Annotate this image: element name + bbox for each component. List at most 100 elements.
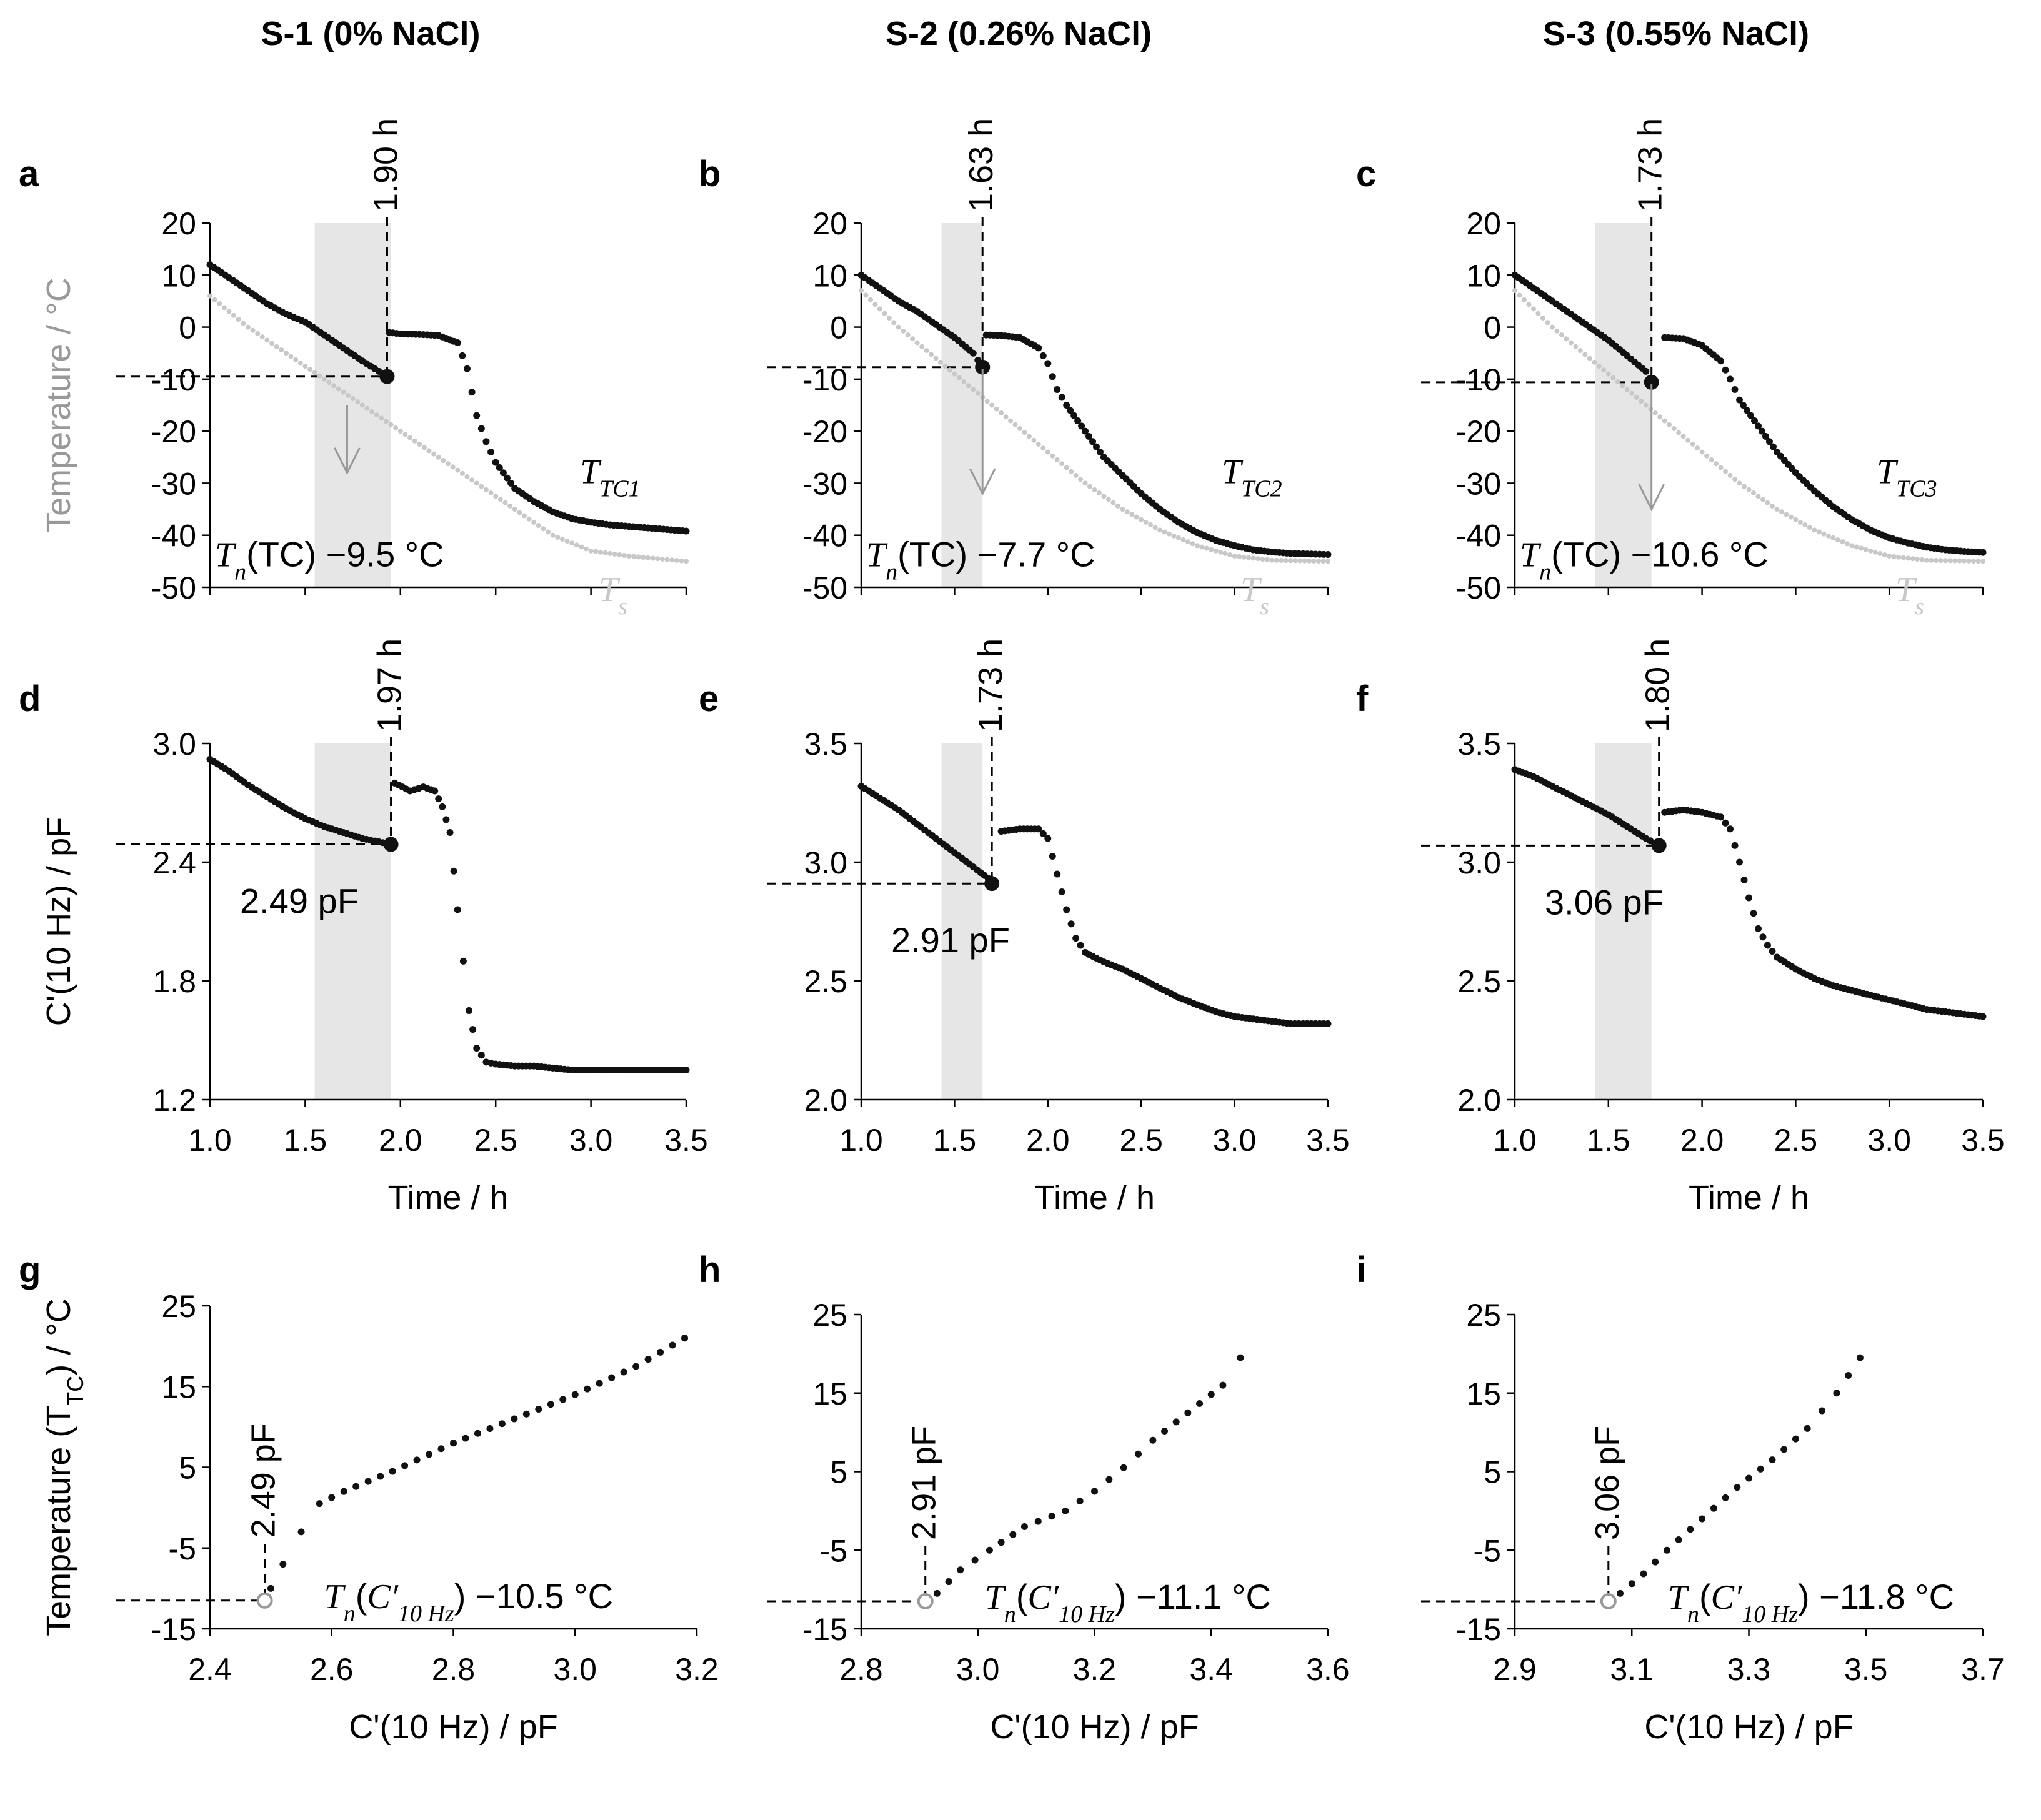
series-label-sub-c: TC3 <box>1896 475 1937 502</box>
y-tick-label-a-7: -50 <box>151 570 196 605</box>
data-point-c-2-71 <box>1844 541 1850 547</box>
data-point-c-1-15 <box>1717 357 1725 365</box>
data-point-c-2-70 <box>1840 539 1845 545</box>
data-point-a-2-86 <box>617 552 622 557</box>
data-point-b-2-9 <box>901 328 906 334</box>
y-axis-label-text-a: Temperature / °C <box>40 277 77 533</box>
data-point-a-2-6 <box>236 317 241 322</box>
data-point-a-2-80 <box>588 548 594 554</box>
data-point-a-2-24 <box>321 376 327 382</box>
y-axis-label-d: C'(10 Hz) / pF <box>40 817 77 1026</box>
data-point-c-2-50 <box>1746 487 1752 492</box>
tn-annotation-sub-a: n <box>234 559 246 585</box>
y-tick-label-a-1: 10 <box>161 258 196 293</box>
data-point-c-2-89 <box>1929 557 1934 563</box>
panel-a: a 20 10 0 -10 -20 -30 -40 -50 Temperature / °C 1.9… <box>19 118 690 620</box>
y-tick-label-a-0: 20 <box>161 206 196 241</box>
data-point-c-2-10 <box>1559 332 1564 338</box>
data-point-c-1-26 <box>1762 432 1769 440</box>
data-point-i-0-14 <box>1780 1446 1788 1453</box>
data-point-h-0-8 <box>1034 1518 1042 1525</box>
y-tick-label-f-1: 3.0 <box>1457 845 1501 880</box>
y-tick-label-i-1: 15 <box>1466 1376 1501 1411</box>
data-point-b-2-38 <box>1035 441 1041 447</box>
data-point-c-2-22 <box>1615 379 1620 385</box>
data-point-c-2-47 <box>1732 477 1738 482</box>
data-point-b-2-69 <box>1180 537 1186 543</box>
data-point-a-2-27 <box>336 386 341 392</box>
data-point-i-0-9 <box>1722 1494 1729 1501</box>
data-point-b-1-15 <box>1039 352 1047 359</box>
data-point-c-2-19 <box>1601 367 1607 373</box>
x-tick-label-g-0: 2.4 <box>188 1652 232 1687</box>
ts-label-T-a: T <box>599 570 621 609</box>
data-point-a-2-74 <box>559 536 565 542</box>
data-point-c-2-0 <box>1512 288 1517 294</box>
data-point-b-2-60 <box>1139 517 1144 522</box>
data-point-b-2-44 <box>1064 465 1069 470</box>
x-tick-label-i-4: 3.7 <box>1961 1652 2005 1687</box>
tn-annotation-open-g: ( <box>356 1576 367 1616</box>
panel-i: i 25 15 5 -5 -15 2.9 3.1 3.3 3.5 3.7 C'(10 Hz) / pF… <box>1356 1250 2005 1746</box>
data-point-c-2-11 <box>1564 336 1569 342</box>
data-point-a-2-72 <box>550 532 556 538</box>
data-point-b-2-45 <box>1069 469 1074 474</box>
data-point-a-2-55 <box>469 477 475 483</box>
data-point-g-0-5 <box>340 1488 347 1495</box>
y-tick-label-i-4: -15 <box>1456 1612 1501 1647</box>
data-point-a-2-91 <box>641 555 646 560</box>
data-point-b-2-22 <box>961 379 967 385</box>
data-point-b-2-34 <box>1017 425 1022 431</box>
x-tick-label-e-5: 3.5 <box>1306 1123 1350 1158</box>
data-point-a-2-48 <box>436 454 441 460</box>
y-tick-label-f-0: 3.5 <box>1457 727 1501 762</box>
y-tick-label-d-2: 1.8 <box>152 964 196 999</box>
x-tick-label-f-0: 1.0 <box>1493 1123 1537 1158</box>
data-point-e-1-14 <box>1054 870 1061 878</box>
data-point-i-0-6 <box>1687 1526 1694 1533</box>
x-tick-label-g-2: 2.8 <box>432 1652 476 1687</box>
data-point-b-2-33 <box>1012 422 1018 427</box>
tn-annotation-T-h: T <box>985 1578 1007 1617</box>
series-c-2 <box>1512 288 1985 564</box>
data-point-a-2-73 <box>555 534 561 540</box>
data-point-a-2-79 <box>583 546 589 552</box>
y-tick-label-c-7: -50 <box>1456 570 1501 605</box>
data-point-a-2-67 <box>526 516 532 522</box>
ts-label-T-c: T <box>1895 570 1917 609</box>
data-point-b-2-91 <box>1283 558 1289 564</box>
data-point-a-2-82 <box>597 549 603 555</box>
data-point-a-2-9 <box>250 327 256 333</box>
data-point-b-2-3 <box>872 302 878 307</box>
data-point-a-2-57 <box>479 484 484 489</box>
data-point-a-2-12 <box>264 337 270 343</box>
x-tick-label-e-1: 1.5 <box>933 1123 977 1158</box>
data-point-g-0-28 <box>620 1368 627 1376</box>
data-point-b-2-96 <box>1307 558 1312 564</box>
data-point-h-0-16 <box>1149 1436 1157 1444</box>
data-point-a-2-98 <box>674 557 679 563</box>
data-point-c-2-69 <box>1835 537 1840 543</box>
tn-annotation-open-i: ( <box>1699 1577 1711 1616</box>
data-point-f-1-15 <box>1717 813 1725 821</box>
tn-annotation-close-g: ) −10.5 °C <box>454 1576 613 1616</box>
x-tick-label-e-4: 3.0 <box>1213 1123 1257 1158</box>
data-point-h-0-19 <box>1184 1409 1192 1416</box>
data-point-c-2-30 <box>1652 410 1658 415</box>
data-point-c-2-20 <box>1605 371 1611 377</box>
data-point-i-0-3 <box>1652 1558 1659 1566</box>
data-point-h-0-10 <box>1062 1507 1069 1514</box>
data-point-h-0-11 <box>1076 1498 1084 1505</box>
data-point-b-1-29 <box>1096 448 1104 455</box>
y-tick-label-c-4: -20 <box>1456 414 1501 449</box>
data-point-h-0-4 <box>986 1546 993 1554</box>
tn-annotation-h: Tn(C′10 Hz) −11.1 °C <box>985 1577 1271 1628</box>
data-point-c-2-5 <box>1535 311 1541 316</box>
data-point-b-2-58 <box>1129 512 1135 517</box>
time-label-d: 1.97 h <box>371 639 409 732</box>
x-tick-label-f-3: 2.5 <box>1774 1123 1818 1158</box>
y-tick-label-c-1: 10 <box>1466 258 1501 293</box>
data-point-i-0-7 <box>1699 1515 1706 1523</box>
data-point-a-1-20 <box>463 365 471 372</box>
